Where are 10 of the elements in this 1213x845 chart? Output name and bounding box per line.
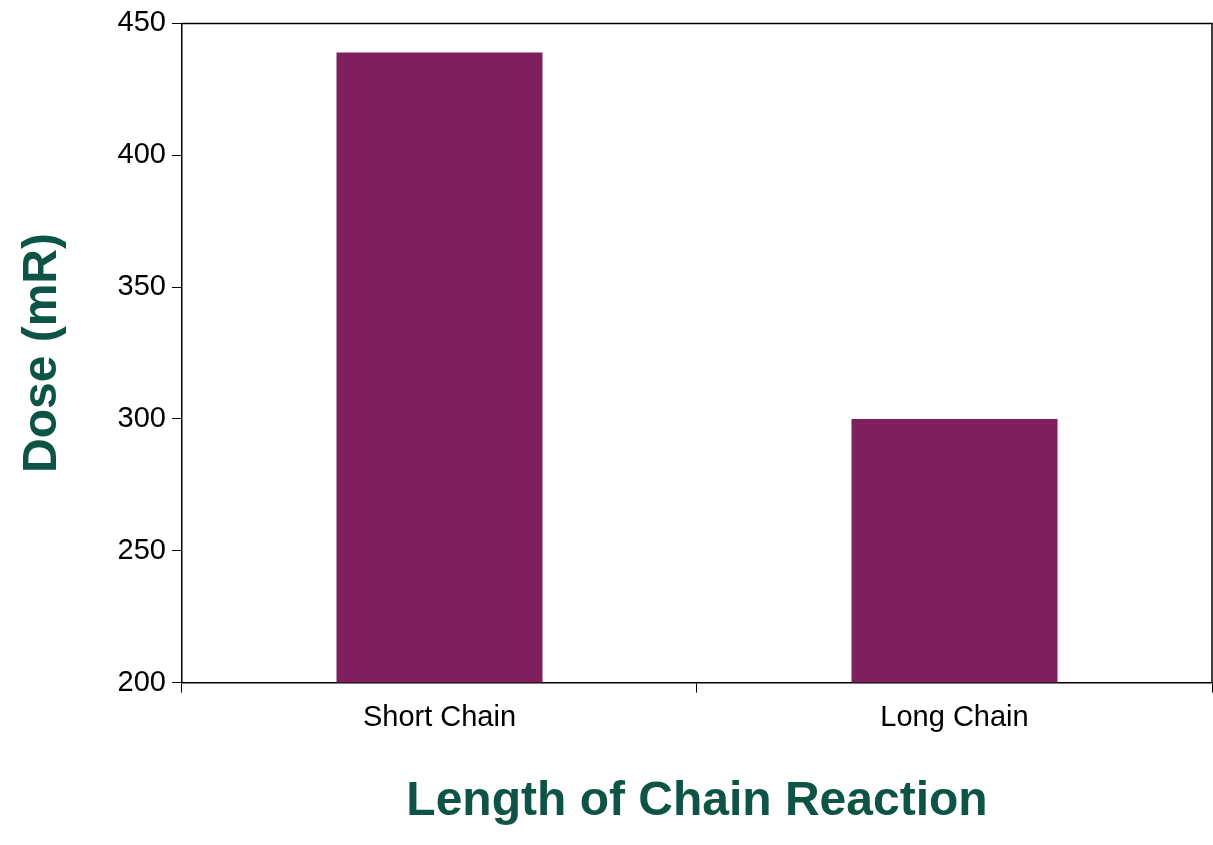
x-tick-label: Short Chain [362,700,517,732]
x-axis-title: Length of Chain Reaction [406,772,988,826]
y-tick-label: 200 [117,664,166,697]
y-axis-title: Dose (mR) [13,232,67,474]
y-tick-label: 450 [117,5,166,38]
y-tick-label: 250 [117,532,166,565]
y-tick-label: 300 [117,400,166,433]
y-tick-label: 400 [117,137,166,170]
y-tick-label: 350 [117,269,166,302]
x-tick-label: Long Chain [880,700,1029,732]
